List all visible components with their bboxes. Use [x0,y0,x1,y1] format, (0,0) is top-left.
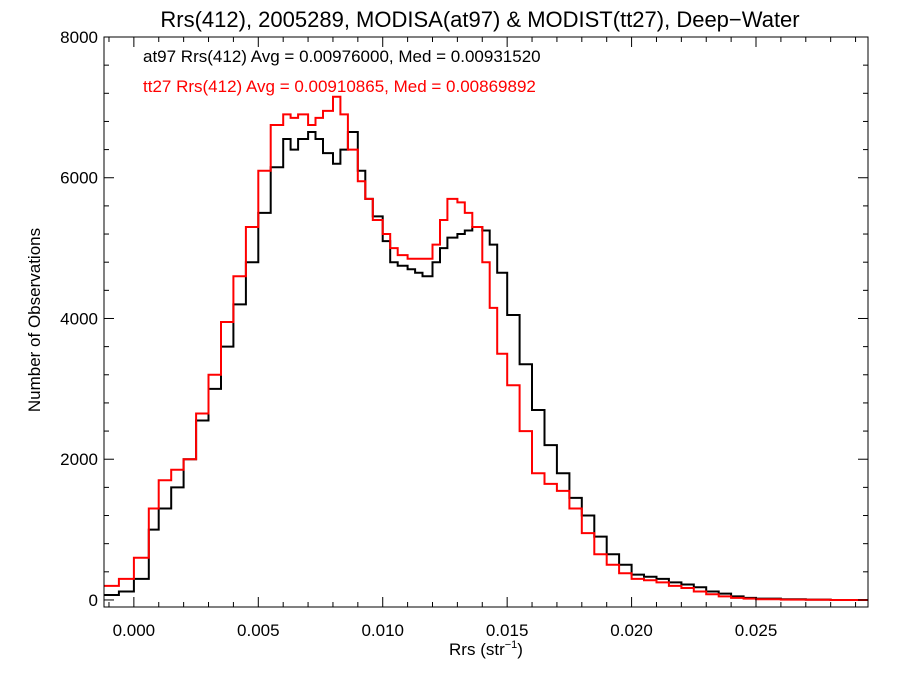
chart-title: Rrs(412), 2005289, MODISA(at97) & MODIST… [160,7,799,32]
series-group [104,95,868,601]
plot-frame [103,36,869,608]
x-axis-label-superscript: −1 [505,639,518,651]
annotation-at97: at97 Rrs(412) Avg = 0.00976000, Med = 0.… [143,47,541,66]
y-axis: 0 2000 4000 6000 8000 [60,28,868,610]
x-tick-label: 0.010 [361,621,404,640]
x-tick-label: 0.005 [237,621,280,640]
series-tt27-line [104,95,868,601]
y-tick-label: 8000 [60,28,98,47]
series-at97-line [104,131,868,601]
annotation-tt27: tt27 Rrs(412) Avg = 0.00910865, Med = 0.… [143,77,536,96]
x-axis-label-main: Rrs (str [449,640,505,659]
x-axis-label: Rrs (str−1) [449,639,523,659]
x-tick-label: 0.015 [486,621,529,640]
x-tick-label: 0.025 [735,621,778,640]
x-tick-label: 0.020 [610,621,653,640]
y-axis-label: Number of Observations [25,228,44,412]
x-axis: 0.000 0.005 0.010 0.015 0.020 0.025 [108,37,857,640]
y-tick-label: 0 [89,591,98,610]
y-tick-label: 2000 [60,450,98,469]
y-tick-label: 4000 [60,309,98,328]
x-tick-label: 0.000 [113,621,156,640]
y-tick-label: 6000 [60,169,98,188]
x-axis-label-close: ) [517,640,523,659]
